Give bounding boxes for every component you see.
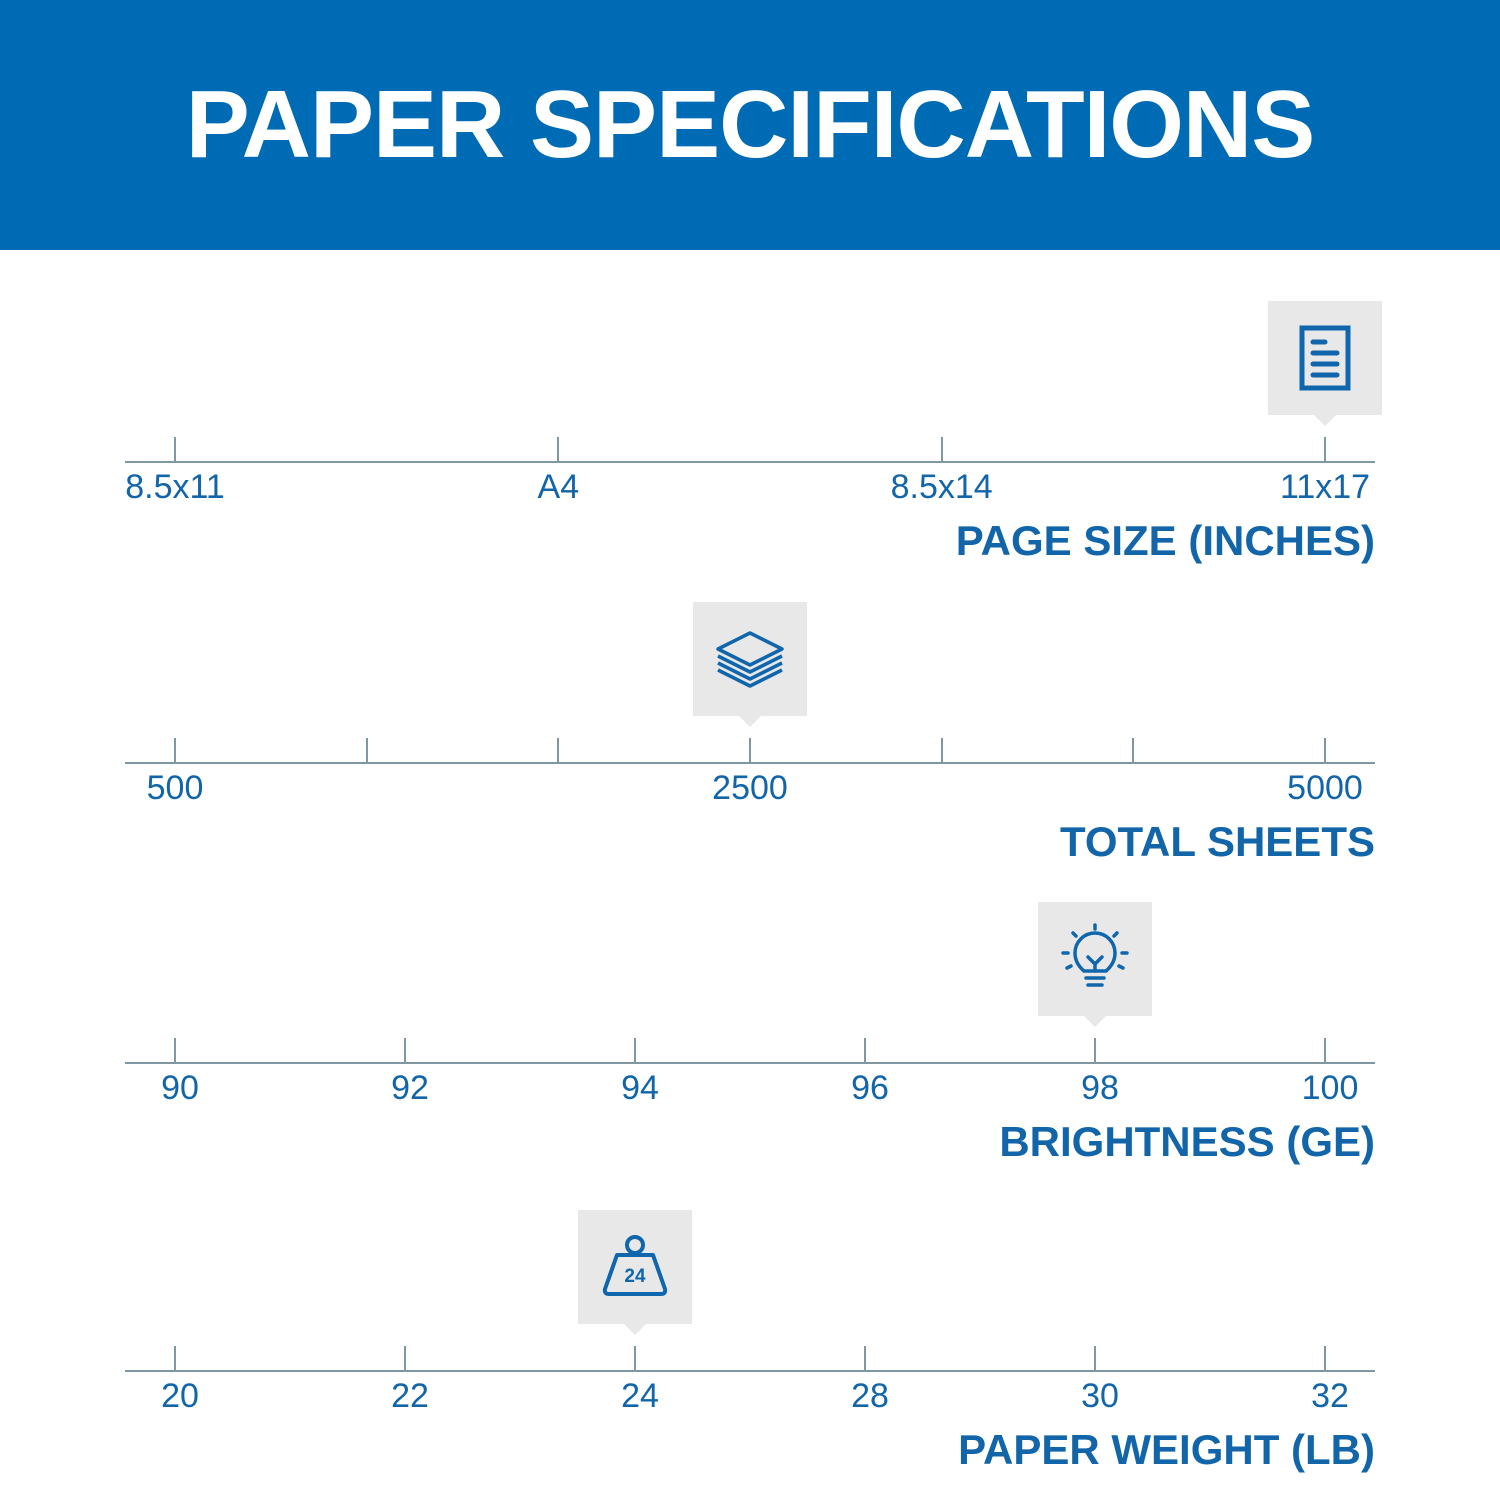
selected-value-marker: 24 xyxy=(578,1210,692,1335)
scale-tick-label: 94 xyxy=(621,1069,659,1107)
scale-tick-label: 8.5x11 xyxy=(125,468,225,506)
scale-tick xyxy=(365,738,368,762)
scale-tick-label: 24 xyxy=(621,1377,659,1415)
scale-tick xyxy=(1094,1038,1096,1062)
scale-tick xyxy=(174,1038,176,1062)
scale-axis-line xyxy=(125,1062,1375,1064)
scale-tick-label: 500 xyxy=(146,769,204,807)
scale-tick xyxy=(749,738,751,762)
scale-axis-line xyxy=(125,461,1375,463)
header-banner: PAPER SPECIFICATIONS xyxy=(0,0,1500,250)
scale-tick-label: 2500 xyxy=(712,769,788,807)
document-icon xyxy=(1299,325,1351,391)
paper-stack-icon xyxy=(716,631,784,688)
scale-tick xyxy=(1132,738,1135,762)
scale-tick-label: 92 xyxy=(391,1069,429,1107)
selected-value-marker xyxy=(1038,902,1152,1027)
scale-tick-label: 100 xyxy=(1301,1069,1359,1107)
scale-tick xyxy=(634,1038,636,1062)
scale-tick xyxy=(864,1346,866,1370)
scale-tick xyxy=(634,1346,636,1370)
scale-tick-label: 28 xyxy=(851,1377,889,1415)
scale-tick-label: 5000 xyxy=(1287,769,1363,807)
scale-axis-line xyxy=(125,1370,1375,1372)
scale-tick xyxy=(174,437,176,461)
scale-tick xyxy=(940,437,943,461)
scale-title: PAPER WEIGHT (LB) xyxy=(958,1426,1375,1473)
scale-tick-label: 30 xyxy=(1081,1377,1119,1415)
scale-title: TOTAL SHEETS xyxy=(1059,818,1375,865)
page-title: PAPER SPECIFICATIONS xyxy=(185,71,1316,178)
scale-title: PAGE SIZE (INCHES) xyxy=(955,517,1375,564)
scale-tick xyxy=(1324,1038,1326,1062)
scale-tick xyxy=(864,1038,866,1062)
scale-tick-label: 96 xyxy=(851,1069,889,1107)
scale-tick-label: A4 xyxy=(537,468,580,506)
scale-tick-label: 90 xyxy=(161,1069,199,1107)
lightbulb-icon xyxy=(1061,923,1129,987)
scale-tick xyxy=(940,738,943,762)
scale-tick xyxy=(1324,437,1326,461)
scale-tick xyxy=(174,738,176,762)
scale-tick xyxy=(1324,1346,1326,1370)
scale-title: BRIGHTNESS (GE) xyxy=(999,1118,1375,1165)
scale-tick-label: 22 xyxy=(391,1377,429,1415)
selected-value-marker xyxy=(1268,301,1382,426)
selected-value-marker xyxy=(693,602,807,727)
scale-tick xyxy=(1324,738,1326,762)
scale-tick xyxy=(174,1346,176,1370)
scale-tick xyxy=(557,437,560,461)
scale-tick-label: 20 xyxy=(161,1377,199,1415)
scale-tick xyxy=(404,1038,406,1062)
scale-tick xyxy=(404,1346,406,1370)
scale-tick-label: 8.5x14 xyxy=(890,468,993,506)
scale-tick-label: 32 xyxy=(1311,1377,1349,1415)
scale-tick xyxy=(1094,1346,1096,1370)
weight-icon: 24 xyxy=(602,1235,668,1296)
scale-tick-label: 98 xyxy=(1081,1069,1119,1107)
scale-tick-label: 11x17 xyxy=(1279,468,1371,506)
scale-axis-line xyxy=(125,762,1375,764)
weight-value-text: 24 xyxy=(624,1266,646,1287)
scale-tick xyxy=(557,738,560,762)
